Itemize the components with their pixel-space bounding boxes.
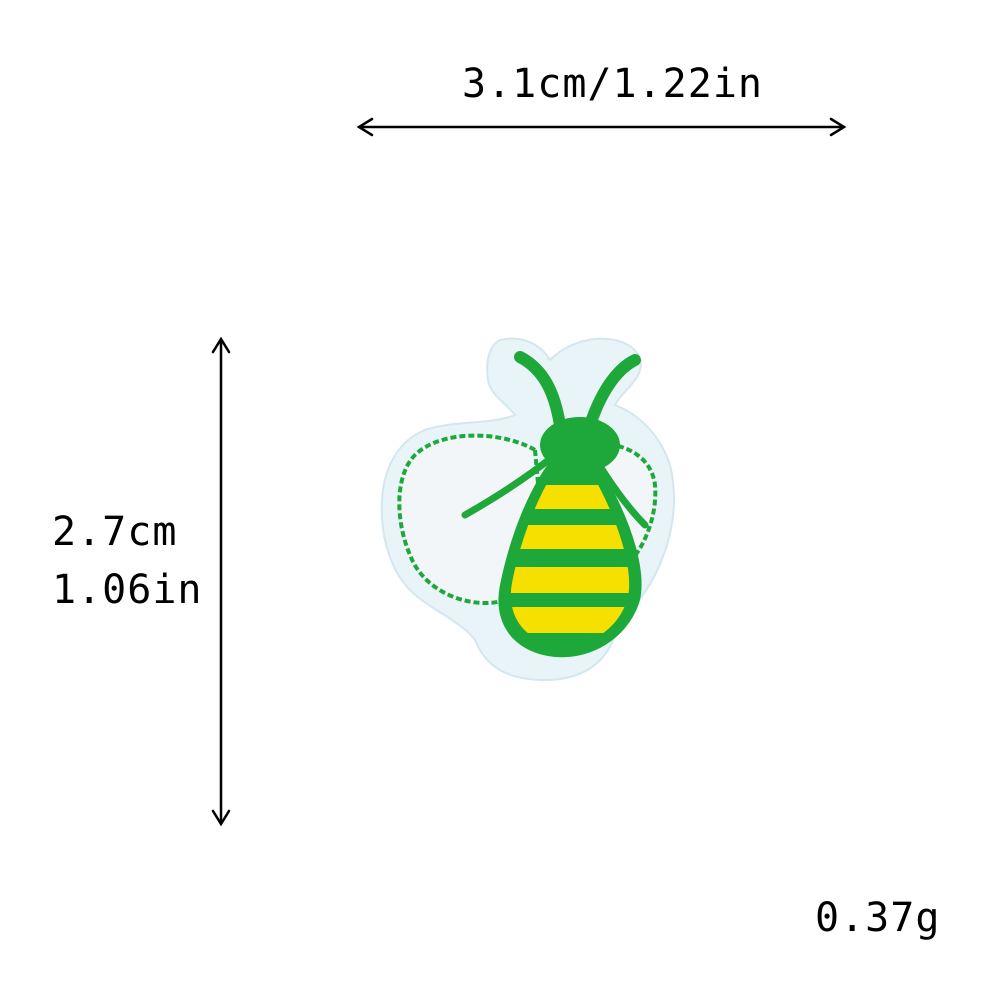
weight-label: 0.37g	[815, 898, 940, 938]
height-label-cm: 2.7cm	[52, 512, 177, 552]
bee-patch-icon	[380, 335, 680, 685]
width-arrow	[359, 119, 844, 135]
height-label-in: 1.06in	[52, 570, 203, 610]
bee-head	[540, 417, 620, 473]
width-label: 3.1cm/1.22in	[462, 64, 763, 104]
height-arrow	[213, 339, 229, 824]
